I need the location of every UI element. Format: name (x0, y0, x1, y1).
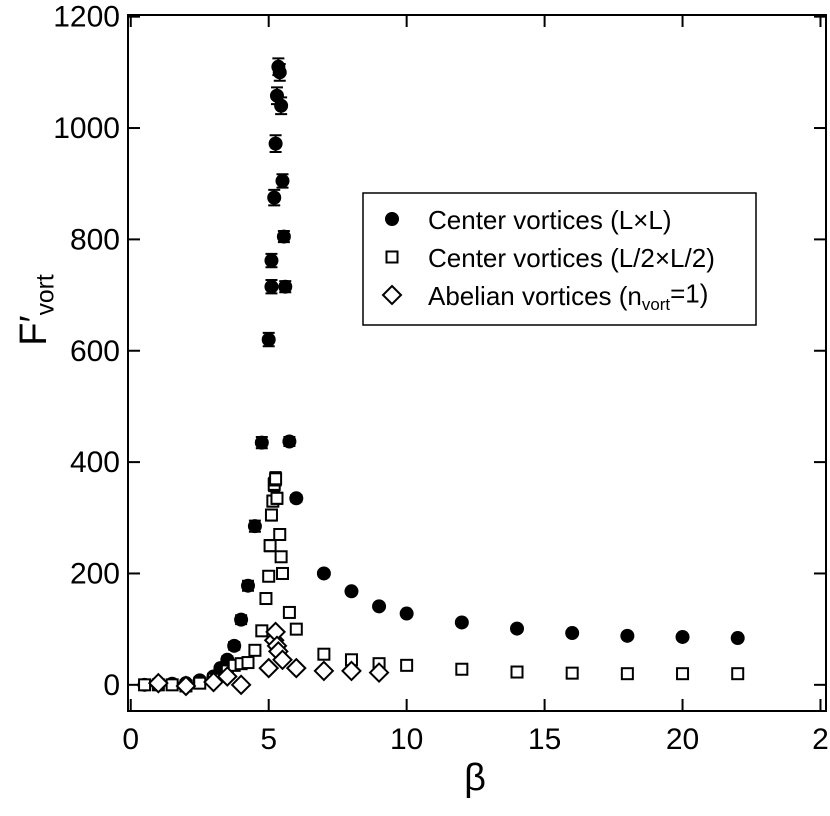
point (227, 638, 242, 653)
x-tick-label: 2 (812, 723, 829, 756)
point (267, 190, 282, 205)
point (254, 435, 269, 450)
point (261, 332, 276, 347)
y-tick-label: 1200 (53, 1, 120, 34)
point (268, 136, 283, 151)
point (175, 675, 197, 697)
x-tick-label: 10 (390, 723, 423, 756)
point (138, 678, 152, 692)
point (264, 253, 279, 268)
point (565, 666, 579, 680)
point (258, 657, 280, 679)
plot-frame (127, 14, 827, 712)
point (275, 173, 290, 188)
point (282, 605, 296, 619)
point (620, 628, 635, 643)
y-tick-label: 200 (70, 557, 120, 590)
point (272, 65, 287, 80)
point (278, 279, 293, 294)
point (289, 491, 304, 506)
point (262, 569, 276, 583)
point (264, 279, 279, 294)
legend-label: Abelian vortices (nvort=1) (428, 278, 708, 314)
point (341, 660, 362, 682)
point (234, 612, 249, 627)
point (269, 472, 283, 486)
point (282, 434, 297, 449)
x-tick-label: 5 (260, 723, 277, 756)
point (165, 678, 179, 692)
point (248, 643, 262, 657)
point (274, 98, 289, 113)
point (620, 667, 634, 681)
point (510, 665, 524, 679)
point (400, 658, 414, 672)
point (372, 599, 387, 614)
y-tick-label: 600 (70, 335, 120, 368)
point (241, 656, 255, 670)
point (344, 584, 359, 599)
point (289, 622, 303, 636)
legend-box (362, 192, 757, 326)
legend-label: Center vortices (L×L) (428, 205, 671, 235)
x-tick-label: 20 (666, 723, 699, 756)
point (259, 592, 273, 606)
point (455, 662, 469, 676)
point (316, 566, 331, 581)
point (675, 629, 690, 644)
point (317, 647, 331, 661)
legend-marker (381, 284, 403, 306)
point (255, 624, 269, 638)
legend-marker (385, 212, 399, 226)
point (276, 229, 291, 244)
point (731, 667, 745, 681)
x-tick-label: 0 (122, 723, 139, 756)
y-axis-label: F′vort (13, 274, 59, 346)
point (676, 667, 690, 681)
point (454, 615, 469, 630)
point (565, 626, 580, 641)
y-tick-label: 400 (70, 446, 120, 479)
point (285, 657, 307, 679)
point (230, 674, 252, 696)
y-tick-label: 1000 (53, 112, 120, 145)
point (274, 550, 288, 564)
point (368, 662, 390, 683)
point (730, 631, 745, 646)
point (147, 672, 169, 694)
point (216, 666, 238, 687)
point (241, 578, 256, 593)
point (193, 676, 207, 690)
y-tick-label: 0 (103, 669, 120, 702)
point (247, 519, 262, 534)
legend-label: Center vortices (L/2×L/2) (428, 243, 715, 273)
point (510, 621, 525, 636)
point (272, 649, 293, 671)
point (273, 527, 287, 541)
point (313, 660, 335, 682)
x-tick-label: 15 (528, 723, 561, 756)
y-tick-label: 800 (70, 223, 120, 256)
point (270, 491, 284, 505)
point (275, 566, 289, 580)
point (264, 508, 278, 522)
point (263, 539, 277, 553)
point (399, 606, 414, 621)
legend-marker (385, 250, 399, 264)
x-axis-label: β (464, 757, 486, 799)
